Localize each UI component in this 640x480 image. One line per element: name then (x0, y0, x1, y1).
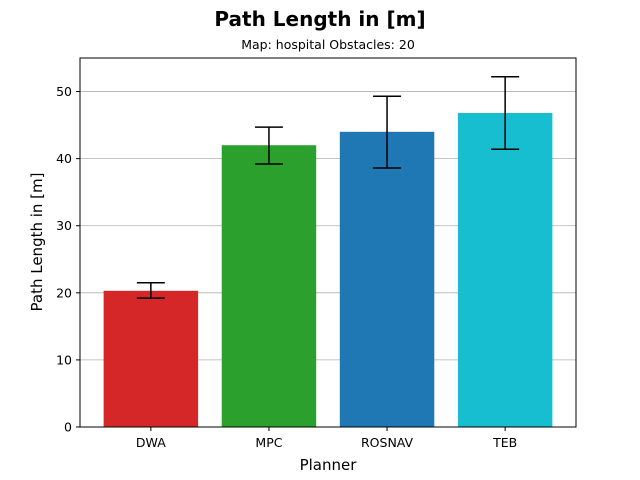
chart-title: Path Length in [m] (214, 7, 425, 31)
bar-rosnav (339, 131, 435, 428)
chart-subtitle: Map: hospital Obstacles: 20 (241, 37, 415, 52)
x-tick-label: DWA (136, 435, 166, 450)
y-tick-label: 30 (56, 218, 72, 233)
bar-mpc (221, 145, 317, 427)
x-axis-ticks: DWA MPC ROSNAV TEB (136, 427, 517, 450)
x-tick-label: MPC (255, 435, 282, 450)
y-tick-label: 50 (56, 84, 72, 99)
x-tick-label: ROSNAV (361, 435, 414, 450)
plot-frame (79, 57, 577, 428)
bar-dwa (103, 290, 199, 427)
bars (103, 113, 553, 428)
y-tick-label: 0 (64, 420, 72, 435)
error-bars (136, 76, 520, 299)
x-axis-label: Planner (300, 456, 358, 474)
y-tick-label: 20 (56, 285, 72, 300)
y-axis-label: Path Length in [m] (28, 173, 46, 312)
x-tick-label: TEB (492, 435, 517, 450)
y-axis-ticks: 0 10 20 30 40 50 (56, 84, 80, 435)
y-tick-label: 40 (56, 151, 72, 166)
y-tick-label: 10 (56, 352, 72, 367)
bar-teb (457, 113, 553, 428)
